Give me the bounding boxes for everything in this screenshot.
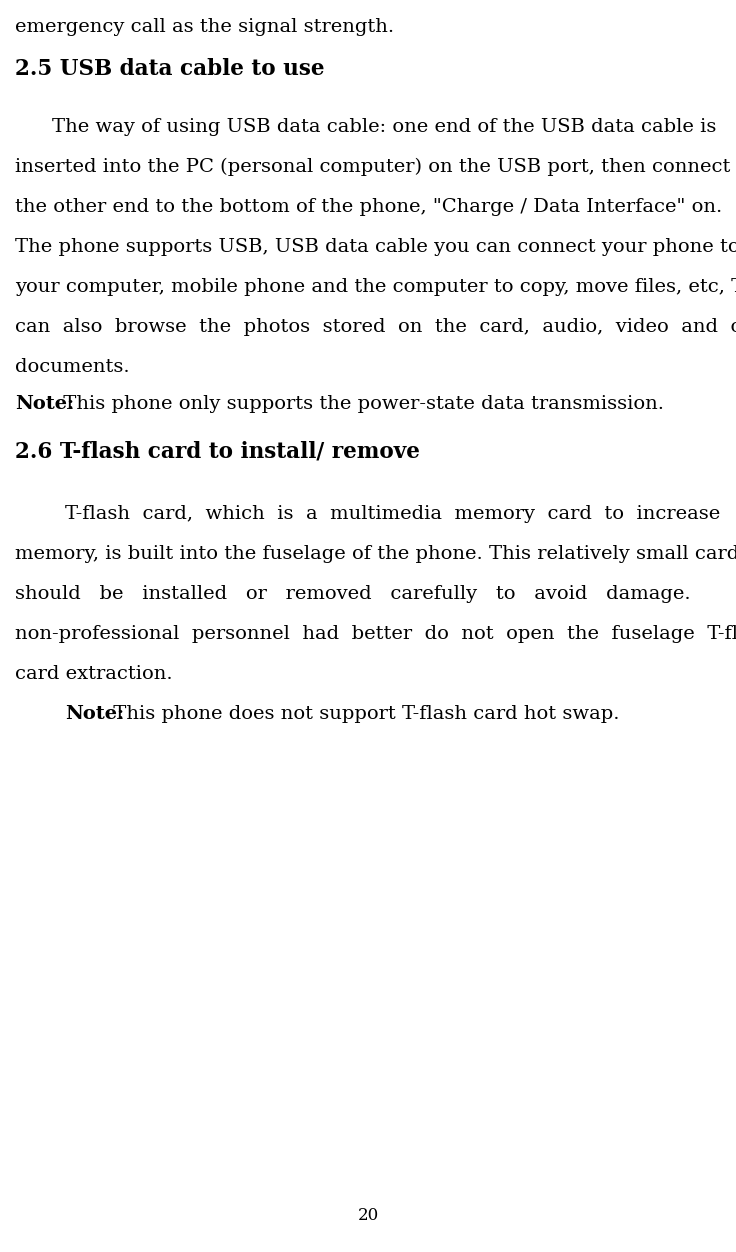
Text: The phone supports USB, USB data cable you can connect your phone to: The phone supports USB, USB data cable y… — [15, 238, 736, 255]
Text: memory, is built into the fuselage of the phone. This relatively small card: memory, is built into the fuselage of th… — [15, 545, 736, 563]
Text: 2.6 T-flash card to install/ remove: 2.6 T-flash card to install/ remove — [15, 439, 420, 462]
Text: The way of using USB data cable: one end of the USB data cable is: The way of using USB data cable: one end… — [52, 118, 716, 136]
Text: Note:: Note: — [65, 705, 124, 722]
Text: the other end to the bottom of the phone, "Charge / Data Interface" on.: the other end to the bottom of the phone… — [15, 198, 722, 217]
Text: your computer, mobile phone and the computer to copy, move files, etc, T: your computer, mobile phone and the comp… — [15, 278, 736, 295]
Text: inserted into the PC (personal computer) on the USB port, then connect: inserted into the PC (personal computer)… — [15, 158, 730, 177]
Text: 20: 20 — [358, 1207, 378, 1224]
Text: This phone only supports the power-state data transmission.: This phone only supports the power-state… — [57, 394, 664, 413]
Text: 2.5 USB data cable to use: 2.5 USB data cable to use — [15, 58, 325, 80]
Text: card extraction.: card extraction. — [15, 665, 173, 684]
Text: Note:: Note: — [15, 394, 74, 413]
Text: can  also  browse  the  photos  stored  on  the  card,  audio,  video  and  othe: can also browse the photos stored on the… — [15, 318, 736, 336]
Text: non-professional  personnel  had  better  do  not  open  the  fuselage  T-flash: non-professional personnel had better do… — [15, 625, 736, 644]
Text: T-flash  card,  which  is  a  multimedia  memory  card  to  increase: T-flash card, which is a multimedia memo… — [65, 505, 721, 523]
Text: This phone does not support T-flash card hot swap.: This phone does not support T-flash card… — [107, 705, 620, 722]
Text: emergency call as the signal strength.: emergency call as the signal strength. — [15, 18, 394, 36]
Text: should   be   installed   or   removed   carefully   to   avoid   damage.: should be installed or removed carefully… — [15, 585, 690, 603]
Text: documents.: documents. — [15, 358, 130, 376]
